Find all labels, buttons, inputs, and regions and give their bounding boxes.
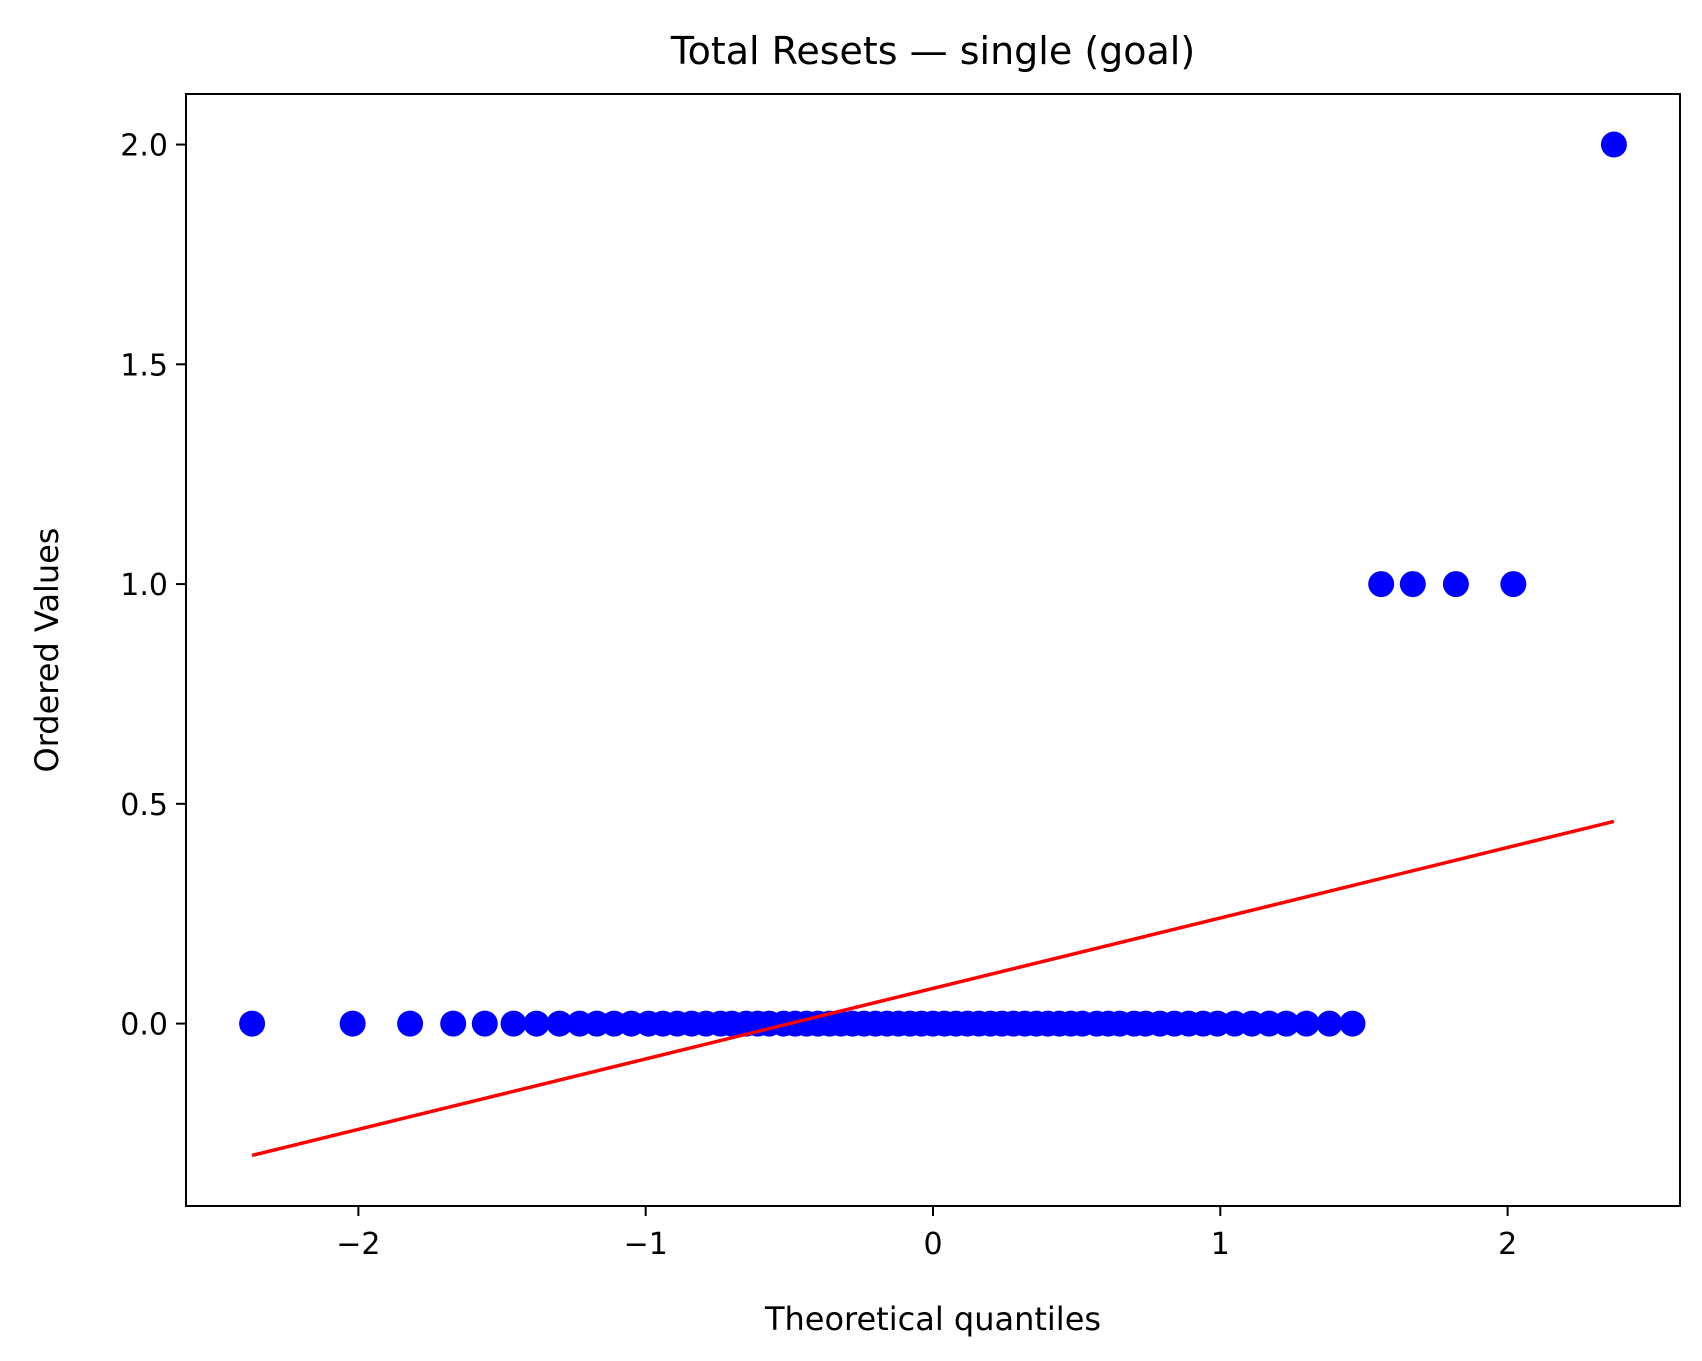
y-axis-title: Ordered Values	[28, 528, 66, 773]
y-tick-label: 1.5	[120, 348, 168, 383]
y-tick-label: 2.0	[120, 129, 168, 164]
x-tick-label: 2	[1498, 1227, 1517, 1262]
data-point	[339, 1010, 366, 1037]
y-tick-label: 1.0	[120, 568, 168, 603]
fit-line	[251, 819, 1615, 1158]
data-point	[397, 1010, 424, 1037]
data-point	[1293, 1010, 1320, 1037]
plot-frame	[185, 93, 1681, 1207]
y-tick-label: 0.0	[120, 1008, 168, 1043]
chart-title: Total Resets — single (goal)	[670, 29, 1195, 73]
y-axis: 0.0 0.5 1.0 1.5 2.0	[120, 129, 186, 1043]
data-point	[500, 1010, 527, 1037]
data-point	[1339, 1010, 1366, 1037]
data-point	[1500, 571, 1527, 598]
data-point	[1273, 1010, 1300, 1037]
x-tick-label: −1	[624, 1227, 668, 1262]
data-point	[523, 1010, 550, 1037]
y-tick-label: 0.5	[120, 788, 168, 823]
data-point	[1368, 571, 1395, 598]
x-axis: −2 −1 0 1 2	[336, 1206, 1517, 1262]
x-tick-label: 0	[923, 1227, 942, 1262]
data-point	[239, 1010, 266, 1037]
data-point	[1442, 571, 1469, 598]
data-point	[546, 1010, 573, 1037]
x-tick-label: 1	[1211, 1227, 1230, 1262]
data-point	[471, 1010, 498, 1037]
data-point	[1316, 1010, 1343, 1037]
x-tick-label: −2	[336, 1227, 380, 1262]
data-point	[1600, 131, 1627, 158]
data-point	[1399, 571, 1426, 598]
x-axis-title: Theoretical quantiles	[764, 1300, 1101, 1338]
data-point	[440, 1010, 467, 1037]
plot-area	[239, 131, 1627, 1158]
